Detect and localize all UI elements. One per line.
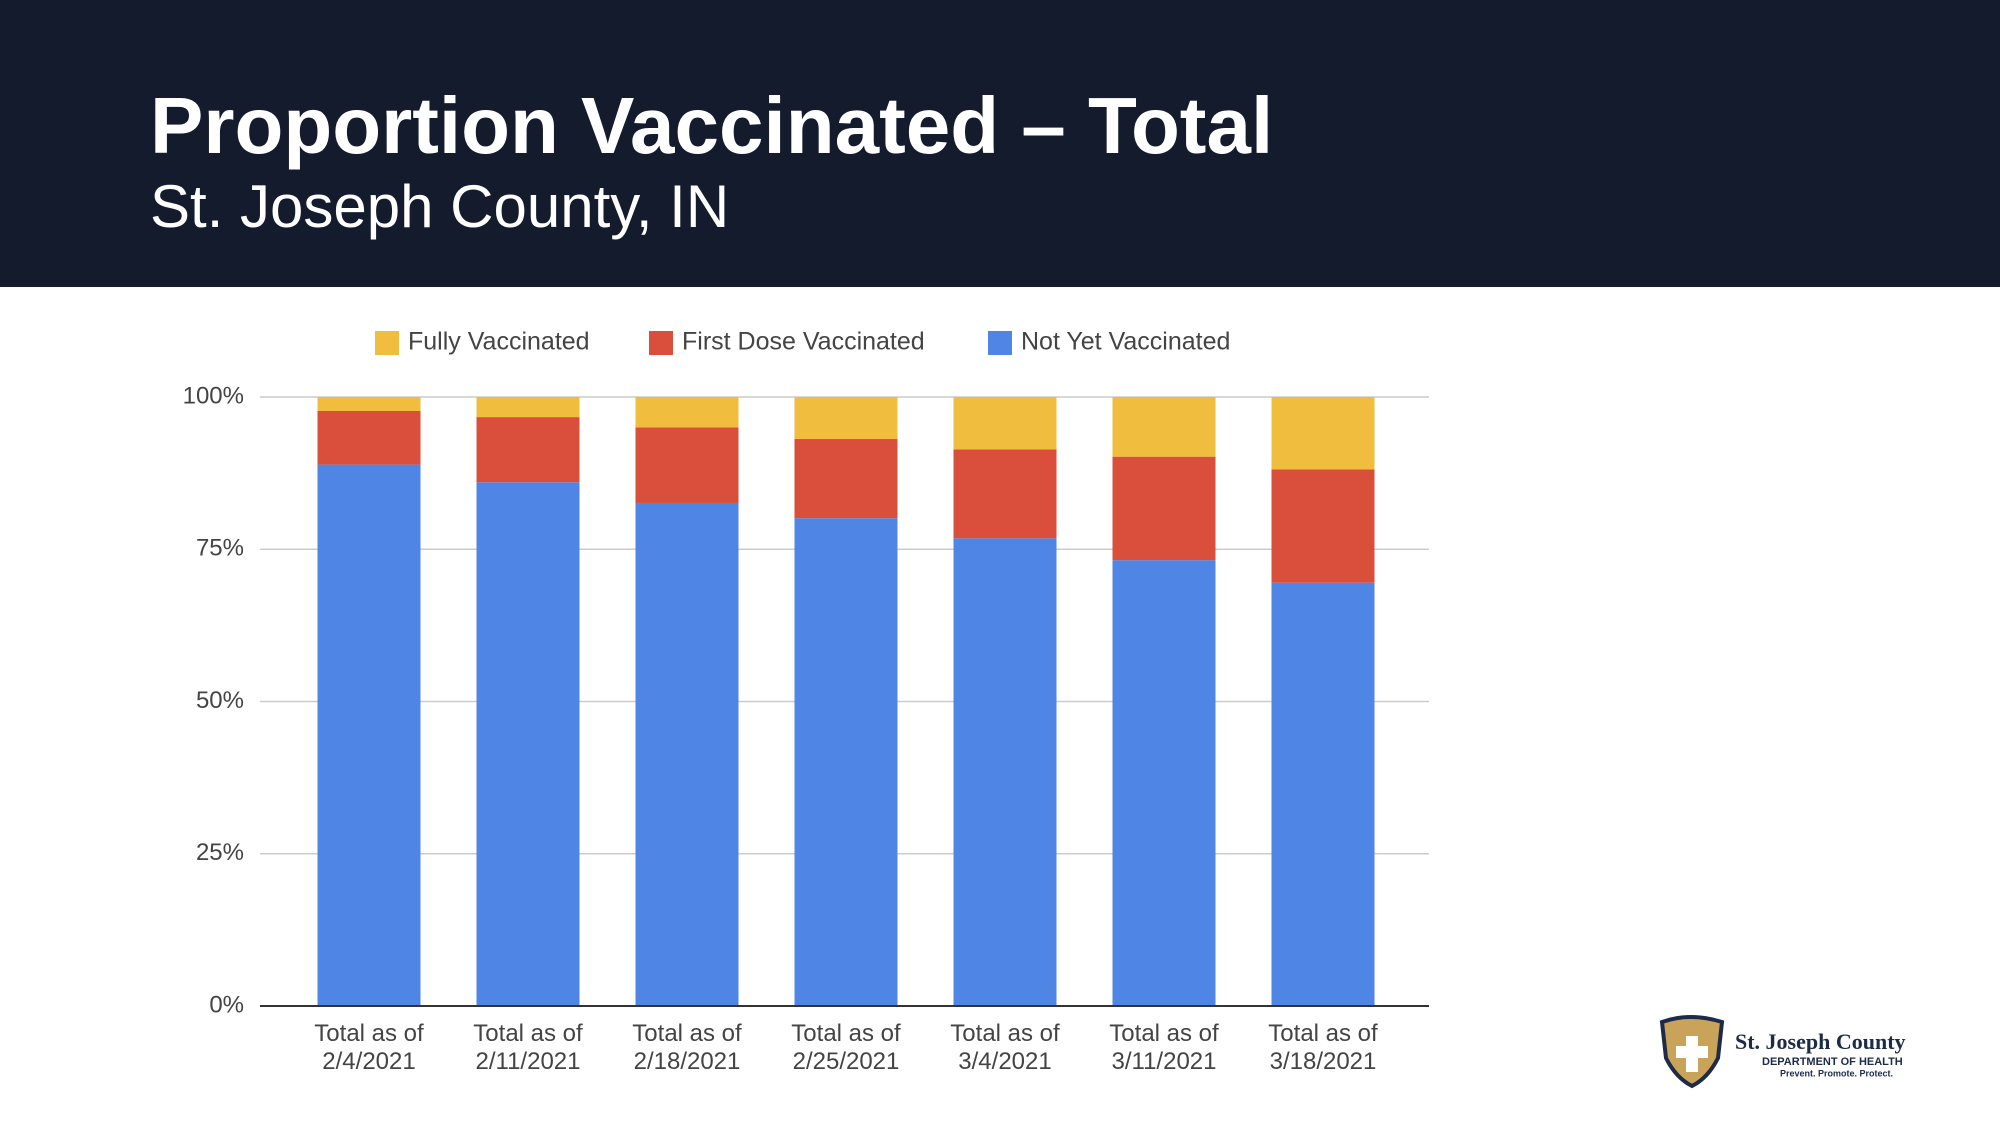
y-tick-label: 75% xyxy=(196,535,244,562)
legend-label: First Dose Vaccinated xyxy=(682,328,925,356)
subtitle: St. Joseph County, IN xyxy=(150,173,730,240)
x-tick-label: Total as of 2/25/2021 xyxy=(791,1020,901,1075)
y-tick-label: 50% xyxy=(196,687,244,714)
bar-segment xyxy=(476,482,580,1006)
logo-motto: Prevent. Promote. Protect. xyxy=(1780,1068,1893,1078)
bar-segment xyxy=(1271,397,1375,470)
legend-swatch xyxy=(375,331,399,355)
x-tick-label: Total as of 2/4/2021 xyxy=(314,1020,424,1075)
bar-segment xyxy=(317,411,421,465)
bar-segment xyxy=(953,449,1057,539)
legend-label: Not Yet Vaccinated xyxy=(1021,328,1230,356)
bar-segment xyxy=(635,427,739,503)
bar-segment xyxy=(317,464,421,1006)
x-tick-label: Total as of 2/11/2021 xyxy=(473,1020,583,1075)
bar-segment xyxy=(635,397,739,428)
bar-segment xyxy=(1271,469,1375,583)
y-tick-label: 100% xyxy=(183,382,244,409)
bar-segment xyxy=(476,397,580,418)
bar-segment xyxy=(794,397,898,440)
bar-segment xyxy=(794,439,898,519)
x-tick-label: Total as of 3/11/2021 xyxy=(1109,1020,1219,1075)
x-tick-label: Total as of 3/18/2021 xyxy=(1268,1020,1378,1075)
header: Proportion Vaccinated – Total St. Joseph… xyxy=(0,0,2000,287)
logo-name: St. Joseph County xyxy=(1735,1029,1906,1054)
bar-segment xyxy=(953,538,1057,1006)
bar-segment xyxy=(1112,560,1216,1006)
legend-swatch xyxy=(649,331,673,355)
bar-segment xyxy=(317,397,421,412)
bar-segment xyxy=(953,397,1057,450)
bar-segment xyxy=(1271,582,1375,1006)
logo-department: Department of Health xyxy=(1762,1056,1903,1068)
x-tick-label: Total as of 2/18/2021 xyxy=(632,1020,742,1075)
y-tick-label: 0% xyxy=(209,991,244,1018)
x-tick-label: Total as of 3/4/2021 xyxy=(950,1020,1060,1075)
title: Proportion Vaccinated – Total xyxy=(150,81,1274,170)
legend-swatch xyxy=(988,331,1012,355)
bar-segment xyxy=(476,417,580,483)
bar-segment xyxy=(1112,456,1216,561)
y-tick-label: 25% xyxy=(196,839,244,866)
bar-segment xyxy=(1112,397,1216,457)
bar-segment xyxy=(794,518,898,1006)
legend-label: Fully Vaccinated xyxy=(408,328,590,356)
logo-cross xyxy=(1676,1036,1708,1072)
logo: St. Joseph County Department of Health P… xyxy=(1659,1015,1906,1089)
bar-segment xyxy=(635,502,739,1006)
